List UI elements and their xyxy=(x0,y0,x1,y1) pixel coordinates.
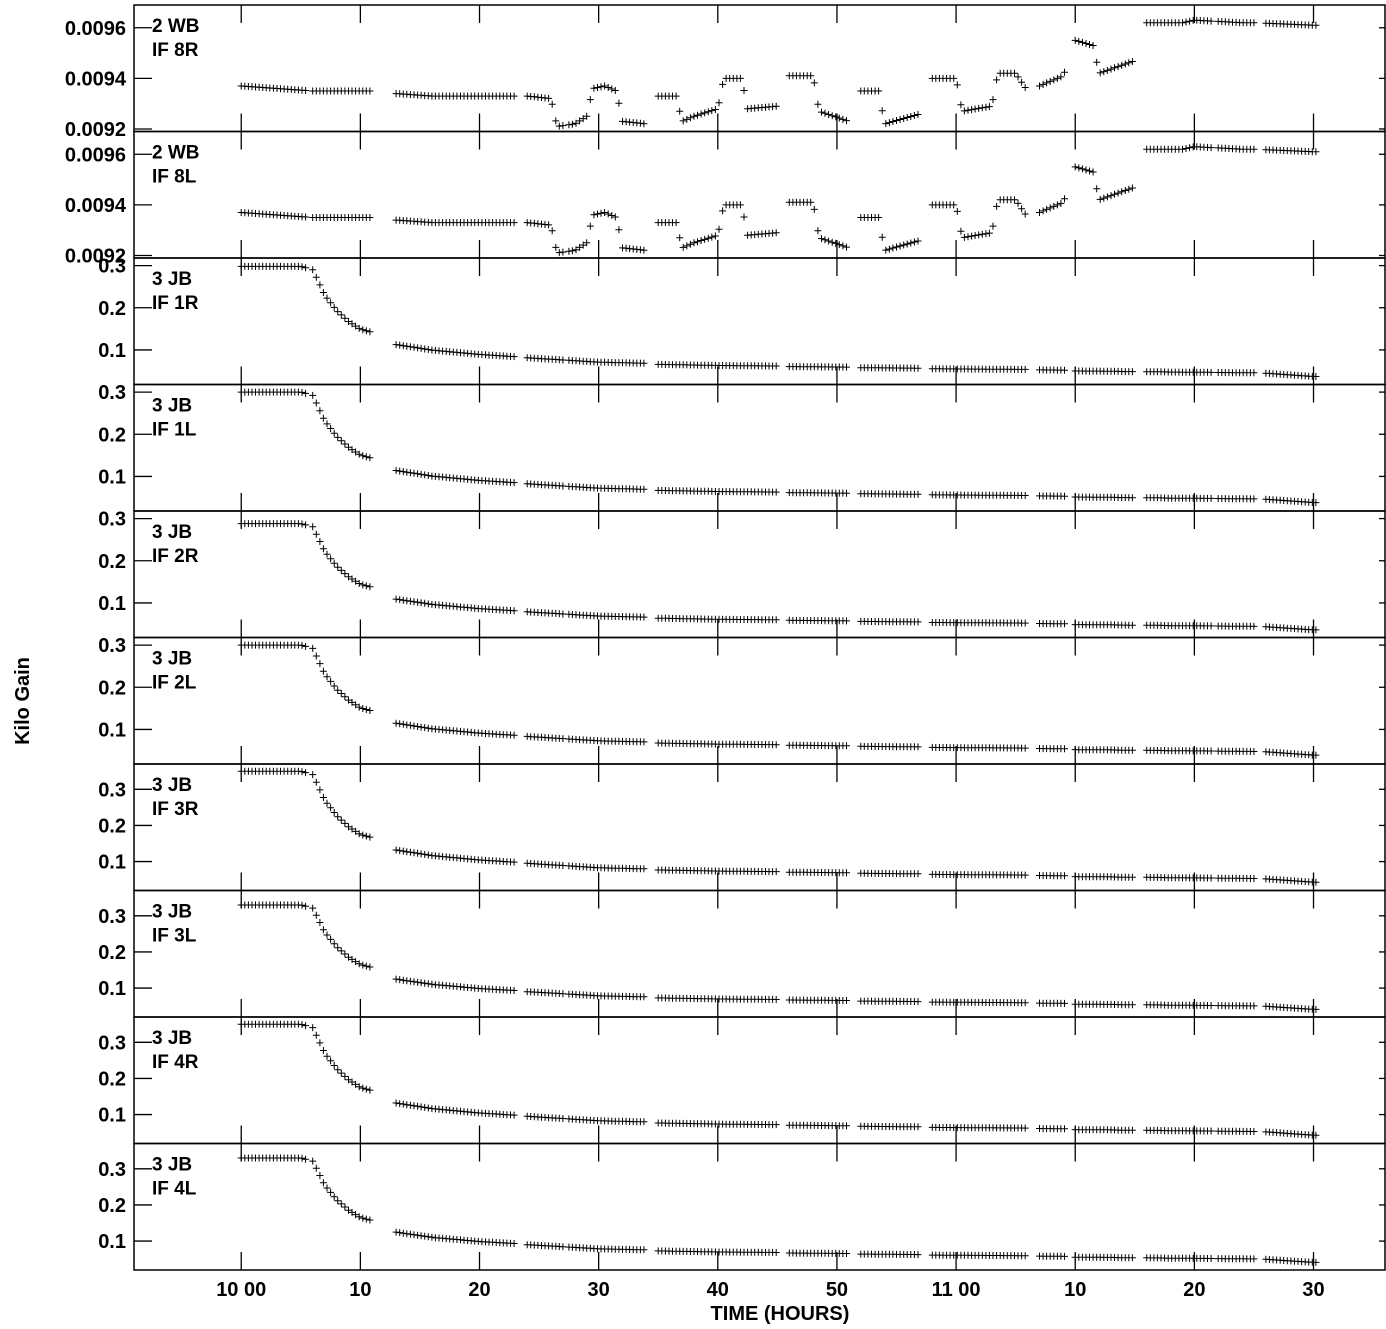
x-tick-label: 11 00 xyxy=(932,1279,981,1301)
panel-label-source: 2 WB xyxy=(152,16,200,37)
series-points xyxy=(237,901,1320,1013)
data-points xyxy=(237,16,1320,1266)
panel-label-if: IF 4R xyxy=(152,1052,199,1073)
x-tick-label: 30 xyxy=(1302,1279,1324,1301)
y-tick-label: 0.3 xyxy=(98,509,126,531)
y-tick-label: 0.3 xyxy=(98,635,126,657)
y-tick-label: 0.1 xyxy=(98,1231,126,1253)
y-tick-label: 0.1 xyxy=(98,593,126,615)
x-tick-label: 20 xyxy=(1183,1279,1205,1301)
axis-ticks xyxy=(134,5,1385,1270)
panel-frames xyxy=(133,4,1386,1271)
series-points xyxy=(237,388,1320,507)
series-points xyxy=(237,16,1320,130)
panel-label-source: 3 JB xyxy=(152,1155,192,1176)
panel-label-if: IF 1R xyxy=(152,293,199,314)
x-tick-label: 50 xyxy=(826,1279,848,1301)
y-tick-label: 0.0096 xyxy=(65,144,126,166)
y-tick-label: 0.2 xyxy=(98,815,126,837)
y-axis-title: Kilo Gain xyxy=(12,657,34,745)
panel-label-source: 2 WB xyxy=(152,143,200,164)
panel-label-source: 3 JB xyxy=(152,522,192,543)
panel-label-if: IF 3R xyxy=(152,799,199,820)
y-tick-label: 0.2 xyxy=(98,1195,126,1217)
y-tick-label: 0.3 xyxy=(98,906,126,928)
y-tick-label: 0.2 xyxy=(98,942,126,964)
x-tick-label: 20 xyxy=(468,1279,490,1301)
panel-label-if: IF 2L xyxy=(152,673,197,694)
y-tick-label: 0.1 xyxy=(98,340,126,362)
panel-frame xyxy=(133,636,1386,765)
y-tick-label: 0.2 xyxy=(98,424,126,446)
y-tick-label: 0.3 xyxy=(98,779,126,801)
axis-text: 0.0092 0.0094 0.0096 2 WB IF 8R 0.0092 0.0094 0… xyxy=(65,16,1325,1301)
y-tick-label: 0.3 xyxy=(98,1159,126,1181)
y-tick-label: 0.1 xyxy=(98,852,126,874)
series-points xyxy=(237,1154,1320,1266)
y-tick-label: 0.0092 xyxy=(65,119,126,141)
panel-frame xyxy=(133,130,1386,259)
y-tick-label: 0.3 xyxy=(98,256,126,278)
y-tick-label: 0.1 xyxy=(98,719,126,741)
y-tick-label: 0.2 xyxy=(98,298,126,320)
y-tick-label: 0.0094 xyxy=(65,68,127,90)
panel-frame xyxy=(133,889,1386,1018)
panel-label-source: 3 JB xyxy=(152,649,192,670)
x-tick-label: 10 00 xyxy=(216,1279,266,1301)
panel-frame xyxy=(133,1142,1386,1271)
panel-label-if: IF 8L xyxy=(152,167,197,188)
panel-frame xyxy=(133,4,1386,133)
series-points xyxy=(237,143,1320,257)
panel-label-source: 3 JB xyxy=(152,269,192,290)
y-tick-label: 0.0092 xyxy=(65,245,126,267)
panel-label-source: 3 JB xyxy=(152,775,192,796)
x-tick-label: 10 xyxy=(349,1279,371,1301)
x-axis-title: TIME (HOURS) xyxy=(711,1303,850,1325)
panel-frame xyxy=(133,510,1386,639)
panel-label-source: 3 JB xyxy=(152,1028,192,1049)
y-tick-label: 0.1 xyxy=(98,466,126,488)
series-points xyxy=(237,767,1320,886)
y-tick-label: 0.0096 xyxy=(65,18,126,40)
panel-label-source: 3 JB xyxy=(152,396,192,417)
panel-label-if: IF 8R xyxy=(152,40,199,61)
y-tick-label: 0.1 xyxy=(98,978,126,1000)
series-points xyxy=(237,641,1320,759)
y-tick-label: 0.2 xyxy=(98,677,126,699)
y-tick-label: 0.2 xyxy=(98,551,126,573)
y-tick-label: 0.1 xyxy=(98,1105,126,1127)
x-tick-label: 30 xyxy=(588,1279,610,1301)
series-points xyxy=(237,262,1320,380)
x-tick-label: 40 xyxy=(707,1279,729,1301)
series-points xyxy=(237,1020,1320,1139)
panel-label-if: IF 1L xyxy=(152,420,197,441)
y-tick-label: 0.3 xyxy=(98,382,126,404)
panel-label-if: IF 4L xyxy=(152,1179,197,1200)
y-tick-label: 0.2 xyxy=(98,1068,126,1090)
y-tick-label: 0.3 xyxy=(98,1032,126,1054)
panel-label-if: IF 3L xyxy=(152,926,197,947)
panel-label-if: IF 2R xyxy=(152,546,199,567)
y-tick-label: 0.0094 xyxy=(65,195,127,217)
panel-label-source: 3 JB xyxy=(152,902,192,923)
series-points xyxy=(237,520,1320,634)
x-tick-label: 10 xyxy=(1064,1279,1086,1301)
